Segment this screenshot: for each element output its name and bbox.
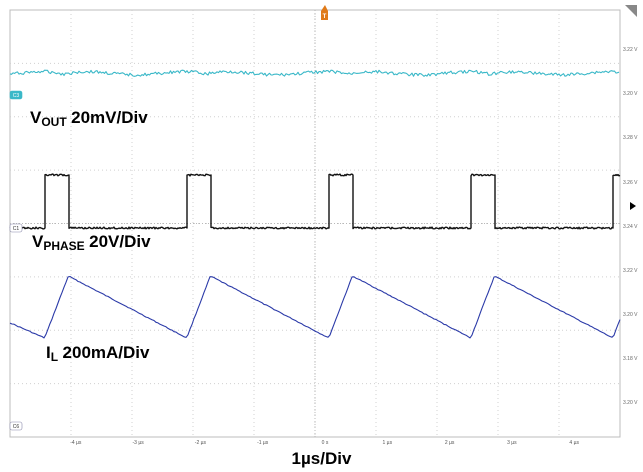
vout-trace: [9, 69, 620, 77]
trigger-marker[interactable]: T: [321, 5, 637, 210]
vout-label: VOUT 20mV/Div: [30, 108, 148, 129]
x-tick-label: -2 µs: [195, 440, 207, 446]
corner-icon: [625, 5, 637, 17]
waveform-traces: [9, 69, 621, 339]
x-tick-label: -4 µs: [70, 440, 82, 446]
right-scale-label: 3.18 V: [623, 356, 638, 362]
il-trace: [9, 275, 621, 339]
x-tick-label: 2 µs: [445, 440, 455, 446]
right-scale-label: 3.28 V: [623, 135, 638, 141]
il-label: IL 200mA/Div: [46, 343, 150, 364]
x-tick-label: -1 µs: [257, 440, 269, 446]
graticule: [9, 9, 621, 438]
trigger-marker-text: T: [323, 14, 327, 20]
x-tick-label: 0 s: [322, 440, 329, 446]
right-scale-label: 3.24 V: [623, 224, 638, 230]
right-scale-label: 3.20 V: [623, 400, 638, 406]
right-scale-label: 3.22 V: [623, 268, 638, 274]
channel-tags: C3 C1 C6: [9, 90, 23, 431]
x-tick-label: 1 µs: [383, 440, 393, 446]
x-axis-label: 1µs/Div: [291, 449, 352, 468]
right-scale-label: 3.20 V: [623, 91, 638, 97]
right-scale-label: 3.22 V: [623, 47, 638, 53]
il-channel-tag-text: C6: [13, 424, 20, 430]
il-channel-tag: [9, 421, 23, 431]
vout-channel-tag-text: C3: [13, 93, 20, 99]
right-scale-labels: 3.22 V 3.20 V 3.28 V 3.26 V 3.24 V 3.22 V 3.20…: [623, 47, 638, 406]
trigger-level-arrow: [630, 202, 636, 210]
vphase-channel-tag-text: C1: [13, 226, 20, 232]
vout-channel-tag: [9, 90, 23, 100]
right-scale-label: 3.20 V: [623, 312, 638, 318]
trigger-marker-box: [321, 11, 328, 20]
vphase-trace: [9, 173, 621, 230]
vphase-label: VPHASE 20V/Div: [32, 232, 151, 253]
x-tick-label: -3 µs: [132, 440, 144, 446]
x-tick-labels: -4 µs -3 µs -2 µs -1 µs 0 s 1 µs 2 µs 3 µs 4 µs: [70, 440, 579, 446]
trigger-marker-arrow: [321, 5, 328, 11]
right-scale-label: 3.26 V: [623, 180, 638, 186]
vphase-channel-tag: [9, 223, 23, 233]
x-tick-label: 3 µs: [507, 440, 517, 446]
x-tick-label: 4 µs: [569, 440, 579, 446]
